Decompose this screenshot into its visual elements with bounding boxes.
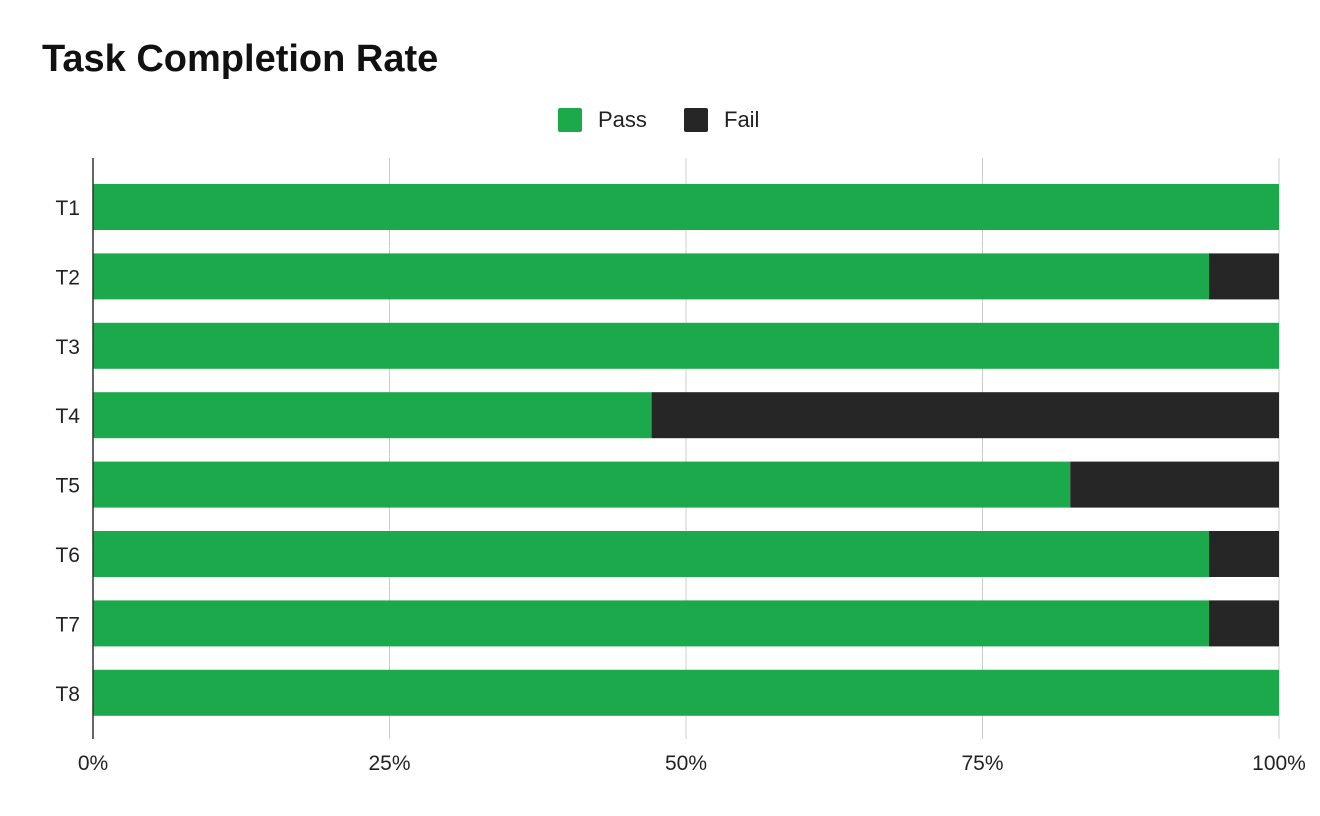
x-axis-labels: 0% 25% 50% 75% 100% — [78, 752, 1306, 775]
y-category-label: T1 — [55, 197, 80, 220]
legend: Pass Fail — [558, 107, 759, 132]
x-tick-label: 25% — [368, 752, 410, 775]
x-tick-label: 0% — [78, 752, 108, 775]
bar-pass-t8 — [93, 669, 1279, 716]
chart-title: Task Completion Rate — [42, 38, 439, 80]
x-tick-label: 75% — [961, 752, 1003, 775]
legend-label-pass: Pass — [598, 107, 647, 132]
x-tick-label: 100% — [1252, 752, 1306, 775]
bar-pass-t3 — [93, 322, 1279, 369]
y-category-label: T5 — [55, 475, 80, 498]
bar-pass-t1 — [93, 184, 1279, 230]
y-category-label: T3 — [55, 336, 80, 359]
legend-swatch-pass — [558, 108, 582, 132]
y-category-label: T7 — [55, 613, 80, 636]
x-tick-label: 50% — [665, 752, 707, 775]
y-category-label: T8 — [55, 683, 80, 706]
bars — [93, 184, 1279, 716]
bar-pass-t7 — [93, 600, 1210, 647]
bar-pass-t2 — [93, 253, 1210, 300]
y-category-label: T4 — [55, 405, 80, 428]
bar-fail-t7 — [1209, 600, 1279, 647]
bar-fail-t2 — [1209, 253, 1279, 300]
bar-fail-t5 — [1070, 461, 1279, 508]
legend-swatch-fail — [684, 108, 708, 132]
y-axis-labels: T1 T2 T3 T4 T5 T6 T7 T8 — [55, 197, 80, 706]
bar-fail-t6 — [1209, 531, 1279, 577]
y-category-label: T6 — [55, 544, 80, 567]
gridlines — [389, 158, 1280, 739]
bar-fail-t4 — [651, 392, 1279, 439]
legend-label-fail: Fail — [724, 107, 759, 132]
y-category-label: T2 — [55, 266, 80, 289]
bar-pass-t5 — [93, 461, 1071, 508]
bar-pass-t6 — [93, 531, 1210, 577]
bar-pass-t4 — [93, 392, 652, 439]
